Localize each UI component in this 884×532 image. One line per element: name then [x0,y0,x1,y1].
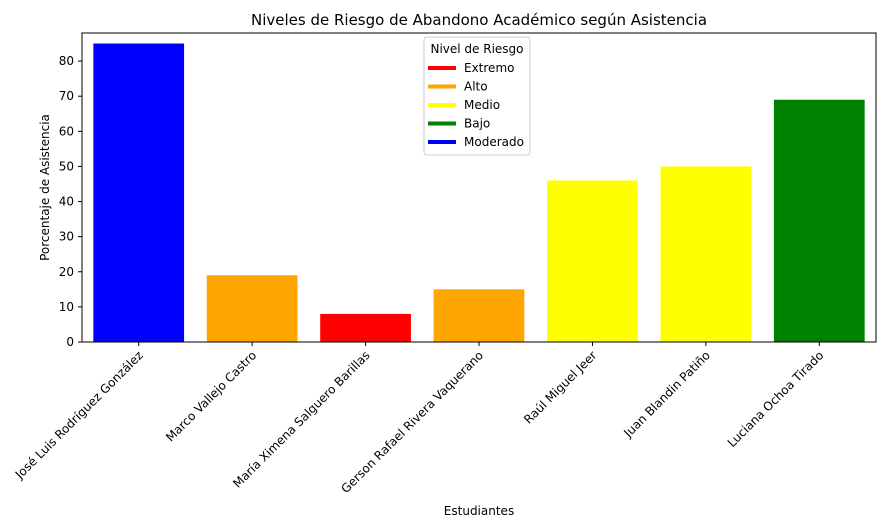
y-tick-label: 80 [59,54,74,68]
y-tick-label: 60 [59,124,74,138]
x-tick-label: Raúl Miguel Jeer [521,348,599,426]
x-tick-label: José Luis Rodríguez González [12,348,146,482]
chart-title: Niveles de Riesgo de Abandono Académico … [251,11,707,29]
legend-label: Alto [464,80,488,94]
y-tick-label: 30 [59,230,74,244]
x-tick-label: Juan Blandin Patiño [620,348,713,441]
legend-label: Bajo [464,117,490,131]
legend-title: Nivel de Riesgo [430,42,523,56]
legend-label: Extremo [464,61,514,75]
x-axis-label: Estudiantes [444,504,514,518]
bars-group [93,43,865,343]
x-tick-label: Gerson Rafael Rivera Vaquerano [338,348,486,496]
y-axis-label: Porcentaje de Asistencia [38,114,52,261]
bar-4 [433,289,525,342]
legend: Nivel de Riesgo Extremo Alto Medio Bajo Moder… [423,36,531,156]
bar-1 [93,43,185,343]
y-tick-label: 40 [59,195,74,209]
legend-label: Moderado [464,135,524,149]
x-tick-label: Luciana Ochoa Tirado [725,348,827,450]
bar-6 [660,166,752,342]
bar-2 [206,275,298,342]
y-tick-label: 0 [66,335,74,349]
x-axis: José Luis Rodríguez González Marco Vallej… [12,342,827,496]
y-tick-label: 10 [59,300,74,314]
y-tick-label: 70 [59,89,74,103]
bar-5 [547,180,638,342]
x-tick-label: María Ximena Salguero Barillas [230,348,372,490]
y-axis: 0 10 20 30 40 50 60 70 80 [59,54,82,349]
bar-3 [320,313,411,342]
y-tick-label: 20 [59,265,74,279]
x-tick-label: Marco Vallejo Castro [163,348,259,444]
y-tick-label: 50 [59,159,74,173]
legend-label: Medio [464,98,500,112]
bar-7 [773,99,865,342]
